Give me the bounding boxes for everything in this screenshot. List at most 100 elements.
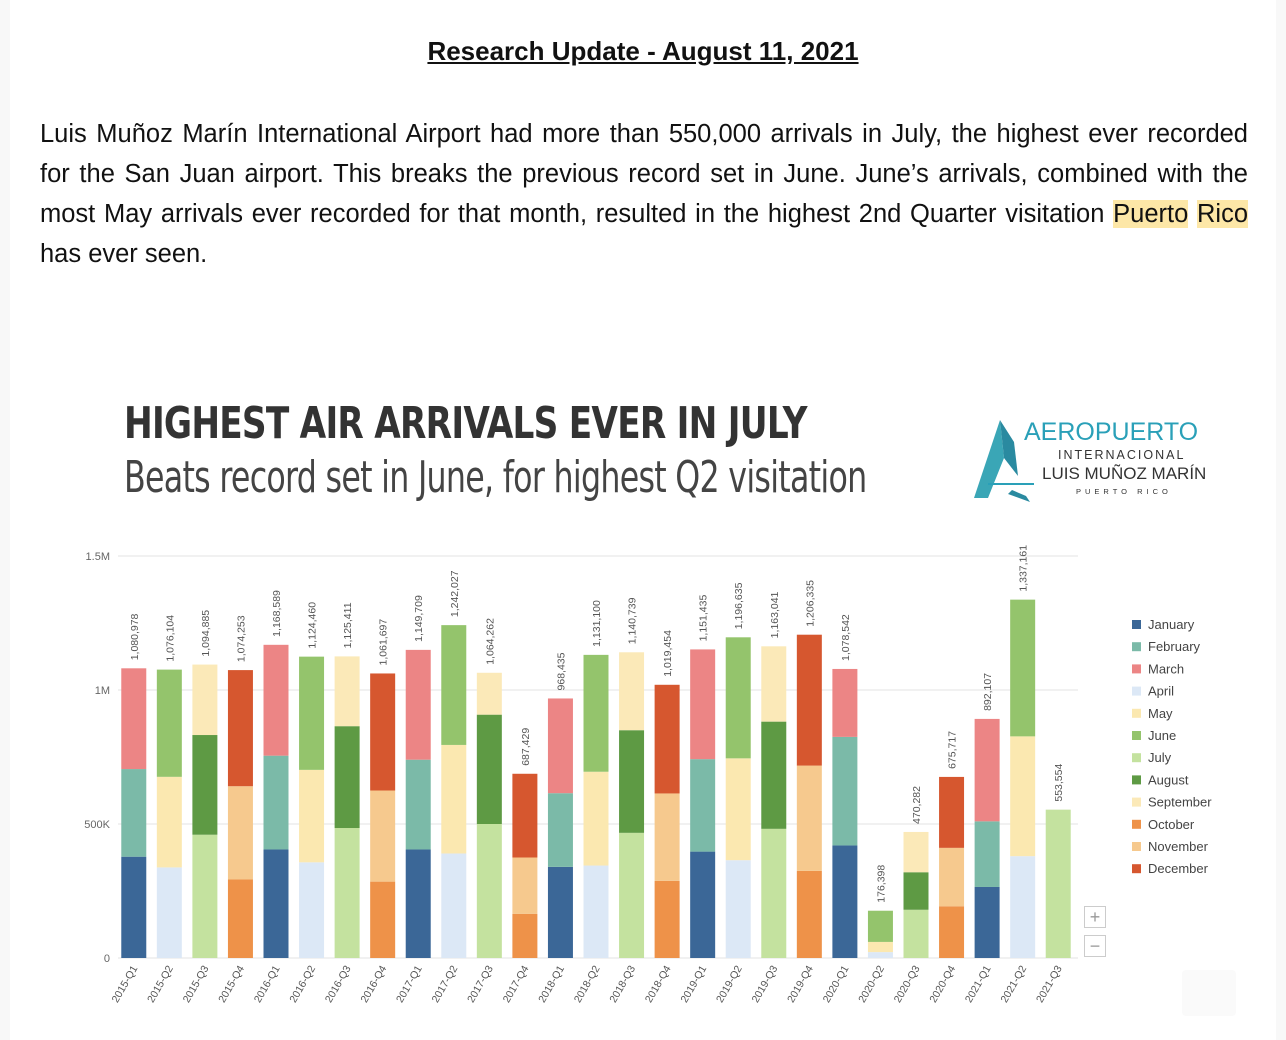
legend-label: August — [1148, 772, 1189, 787]
x-tick-label: 2021-Q1 — [963, 963, 994, 1005]
bar-segment — [263, 644, 289, 756]
bar-segment — [939, 906, 965, 958]
data-label: 1,131,100 — [591, 600, 603, 647]
data-label: 1,337,161 — [1018, 545, 1030, 592]
bar-segment — [796, 765, 822, 871]
bar-segment — [619, 730, 645, 833]
x-tick-label: 2020-Q3 — [892, 963, 923, 1005]
legend-swatch — [1132, 686, 1141, 696]
bar-segment — [583, 865, 609, 958]
highlight-word: Puerto — [1113, 200, 1189, 228]
data-label: 968,435 — [555, 652, 567, 690]
bar-segment — [547, 866, 573, 958]
bar-segment — [796, 634, 822, 766]
y-tick-label: 0 — [104, 953, 110, 965]
chart-subtitle: Beats record set in June, for highest Q2… — [124, 452, 867, 503]
x-tick-label: 2015-Q3 — [181, 963, 212, 1005]
bar-segment — [974, 886, 1000, 958]
legend-label: December — [1148, 861, 1209, 876]
x-tick-label: 2015-Q1 — [110, 963, 141, 1005]
data-label: 687,429 — [520, 728, 532, 766]
intro-paragraph: Luis Muñoz Marín International Airport h… — [40, 114, 1249, 274]
bar-segment — [725, 637, 751, 759]
x-tick-label: 2020-Q2 — [856, 963, 887, 1005]
data-label: 1,140,739 — [627, 597, 639, 644]
legend-label: February — [1148, 639, 1201, 654]
x-tick-label: 2018-Q2 — [572, 963, 603, 1005]
x-tick-label: 2019-Q1 — [678, 963, 709, 1005]
bar-segment — [654, 793, 680, 881]
data-label: 1,094,885 — [200, 610, 212, 657]
legend-label: October — [1148, 817, 1195, 832]
bar-segment — [654, 684, 680, 794]
x-tick-label: 2019-Q4 — [785, 963, 816, 1005]
bar-segment — [867, 952, 893, 958]
bar-segment — [1010, 599, 1036, 737]
bar-segment — [903, 831, 929, 873]
bar-segment — [227, 879, 253, 958]
bar-segment — [263, 755, 289, 850]
legend-swatch — [1132, 864, 1141, 874]
data-label: 675,717 — [947, 731, 959, 769]
airport-logo: AEROPUERTO INTERNACIONAL LUIS MUÑOZ MARÍ… — [968, 412, 1218, 504]
data-label: 1,125,411 — [342, 602, 354, 648]
legend-swatch — [1132, 731, 1141, 740]
x-tick-label: 2018-Q3 — [607, 963, 638, 1005]
legend-swatch — [1132, 664, 1141, 674]
scroll-to-top-button[interactable] — [1182, 970, 1236, 1016]
logo-subtitle: INTERNACIONAL — [1058, 448, 1186, 462]
x-tick-label: 2020-Q4 — [927, 963, 958, 1005]
x-tick-label: 2016-Q3 — [323, 963, 354, 1005]
bar-segment — [121, 668, 147, 770]
data-label: 1,064,262 — [484, 618, 496, 665]
bar-segment — [690, 851, 716, 958]
y-tick-label: 500K — [84, 819, 110, 831]
legend-label: November — [1148, 839, 1209, 854]
paragraph-text: has ever seen. — [40, 240, 208, 268]
zoom-in-button[interactable]: + — [1084, 906, 1106, 928]
bar-segment — [299, 656, 325, 770]
y-tick-label: 1M — [95, 685, 110, 697]
bar-segment — [405, 649, 431, 760]
data-label: 1,078,542 — [840, 614, 852, 661]
x-tick-label: 2015-Q4 — [216, 963, 247, 1005]
bar-segment — [441, 853, 467, 958]
bar-segment — [334, 726, 360, 829]
legend-label: January — [1148, 617, 1195, 632]
bar-segment — [974, 718, 1000, 822]
bar-segment — [832, 736, 858, 846]
data-label: 1,080,978 — [129, 613, 141, 660]
airport-logo-mark — [974, 420, 1034, 502]
bar-segment — [867, 910, 893, 942]
bar-segment — [192, 834, 218, 958]
bar-segment — [974, 821, 1000, 887]
legend-swatch — [1132, 708, 1141, 718]
x-tick-label: 2019-Q3 — [750, 963, 781, 1005]
paragraph-text: Luis Muñoz Marín International Airport h… — [40, 120, 1248, 228]
bar-segment — [654, 880, 680, 958]
chart-title: HIGHEST AIR ARRIVALS EVER IN JULY — [124, 398, 807, 449]
data-label: 176,398 — [875, 865, 887, 903]
bar-segment — [619, 832, 645, 958]
x-tick-label: 2018-Q4 — [643, 963, 674, 1005]
zoom-out-button[interactable]: − — [1084, 935, 1106, 957]
bar-segment — [939, 847, 965, 907]
legend-label: April — [1148, 684, 1174, 699]
bar-segment — [1010, 856, 1036, 958]
bar-segment — [832, 668, 858, 737]
legend-label: March — [1148, 661, 1184, 676]
x-tick-label: 2017-Q1 — [394, 963, 425, 1005]
x-tick-label: 2016-Q4 — [358, 963, 389, 1005]
bar-segment — [227, 786, 253, 880]
bar-segment — [761, 721, 787, 829]
bar-segment — [156, 867, 182, 958]
bar-segment — [334, 828, 360, 958]
legend-swatch — [1132, 775, 1141, 785]
x-tick-label: 2017-Q4 — [501, 963, 532, 1005]
x-tick-label: 2021-Q3 — [1034, 963, 1065, 1005]
legend-label: May — [1148, 706, 1173, 721]
logo-line: LUIS MUÑOZ MARÍN — [1042, 464, 1207, 483]
bar-segment — [619, 652, 645, 731]
x-tick-label: 2017-Q3 — [465, 963, 496, 1005]
